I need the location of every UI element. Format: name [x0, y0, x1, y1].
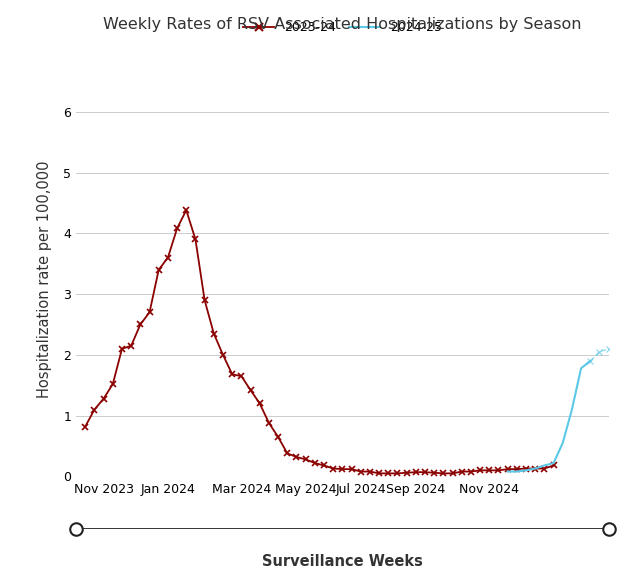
Text: Surveillance Weeks: Surveillance Weeks [262, 554, 423, 569]
Legend: 2023-24, 2024-25: 2023-24, 2024-25 [238, 16, 447, 40]
Text: Weekly Rates of RSV Associated Hospitalizations by Season: Weekly Rates of RSV Associated Hospitali… [103, 17, 581, 33]
Y-axis label: Hospitalization rate per 100,000: Hospitalization rate per 100,000 [37, 160, 52, 397]
